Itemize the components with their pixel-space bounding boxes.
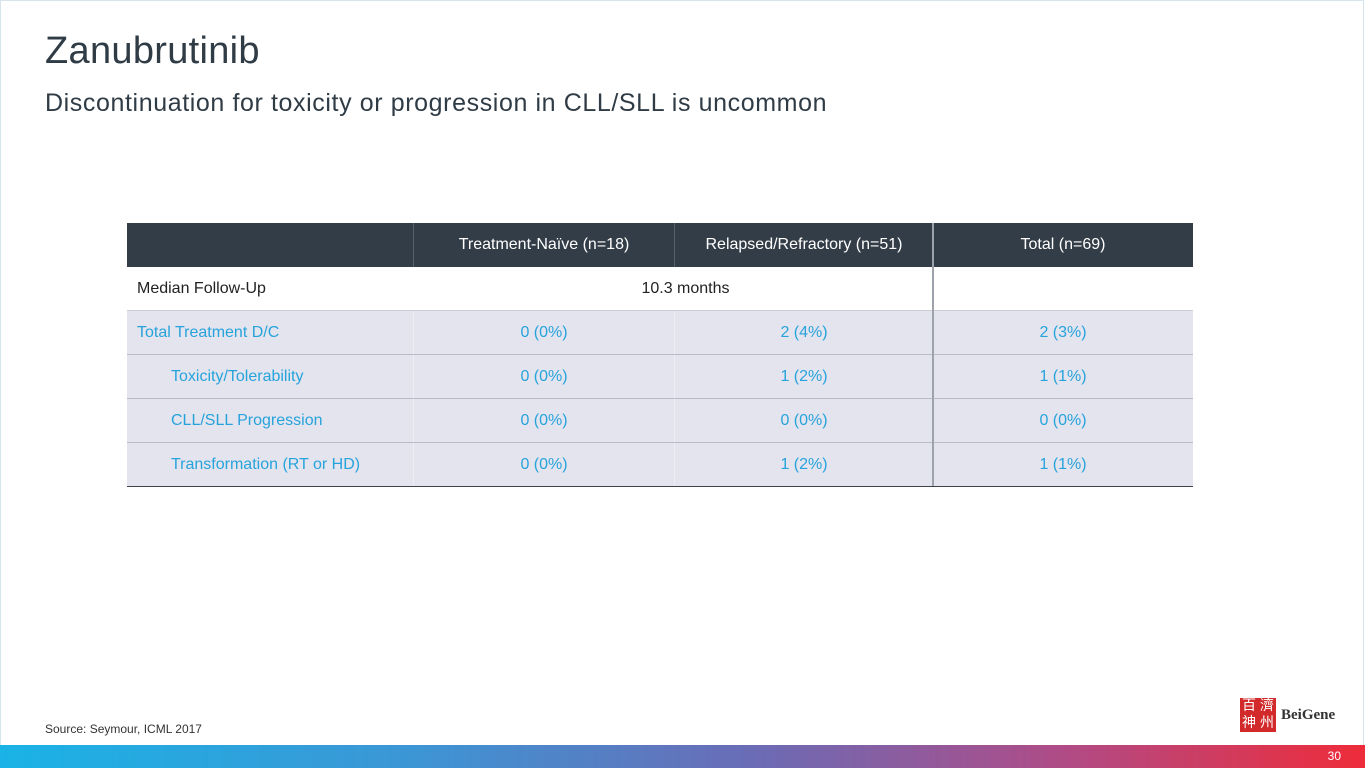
table-header-row: Treatment-Naïve (n=18) Relapsed/Refracto… <box>127 223 1193 267</box>
seal-char: 濟 <box>1260 698 1274 714</box>
source-note: Source: Seymour, ICML 2017 <box>45 722 202 736</box>
cell-total: 1 (1%) <box>1039 455 1087 473</box>
table-row-follow-up: Median Follow-Up 10.3 months <box>127 267 1193 311</box>
seal-char: 神 <box>1242 715 1256 731</box>
company-logo: 百 濟 神 州 BeiGene <box>1240 698 1335 732</box>
cell-treatment-naive: 0 (0%) <box>413 355 674 398</box>
footer-gradient-bar <box>0 745 1365 768</box>
column-divider <box>932 223 934 486</box>
header-total: Total (n=69) <box>1020 236 1106 253</box>
row-label: CLL/SLL Progression <box>171 411 323 429</box>
cell-treatment-naive: 0 (0%) <box>413 311 674 354</box>
cell-relapsed-refractory: 1 (2%) <box>674 355 933 398</box>
follow-up-label: Median Follow-Up <box>137 279 266 297</box>
data-table: Treatment-Naïve (n=18) Relapsed/Refracto… <box>127 223 1193 487</box>
header-relapsed-refractory: Relapsed/Refractory (n=51) <box>674 223 933 267</box>
cell-total: 2 (3%) <box>1039 323 1087 341</box>
cell-total: 1 (1%) <box>1039 367 1087 385</box>
slide-subtitle: Discontinuation for toxicity or progress… <box>45 89 828 117</box>
seal-char: 百 <box>1242 698 1256 714</box>
cell-treatment-naive: 0 (0%) <box>413 399 674 442</box>
seal-char: 州 <box>1260 715 1274 731</box>
table-row: Transformation (RT or HD) 0 (0%) 1 (2%) … <box>127 443 1193 487</box>
cell-treatment-naive: 0 (0%) <box>413 443 674 486</box>
table-row: CLL/SLL Progression 0 (0%) 0 (0%) 0 (0%) <box>127 399 1193 443</box>
table-row: Toxicity/Tolerability 0 (0%) 1 (2%) 1 (1… <box>127 355 1193 399</box>
cell-relapsed-refractory: 0 (0%) <box>674 399 933 442</box>
logo-seal-icon: 百 濟 神 州 <box>1240 698 1276 732</box>
logo-text: BeiGene <box>1281 706 1336 723</box>
slide-title: Zanubrutinib <box>45 30 260 72</box>
page-number: 30 <box>1327 749 1341 763</box>
row-label: Total Treatment D/C <box>137 323 280 341</box>
header-treatment-naive: Treatment-Naïve (n=18) <box>413 223 674 267</box>
header-cell-empty <box>127 223 413 267</box>
row-label: Toxicity/Tolerability <box>171 367 304 385</box>
cell-relapsed-refractory: 1 (2%) <box>674 443 933 486</box>
cell-total: 0 (0%) <box>1039 411 1087 429</box>
cell-relapsed-refractory: 2 (4%) <box>674 311 933 354</box>
table-row: Total Treatment D/C 0 (0%) 2 (4%) 2 (3%) <box>127 311 1193 355</box>
row-label: Transformation (RT or HD) <box>171 455 361 473</box>
follow-up-value: 10.3 months <box>641 279 730 297</box>
